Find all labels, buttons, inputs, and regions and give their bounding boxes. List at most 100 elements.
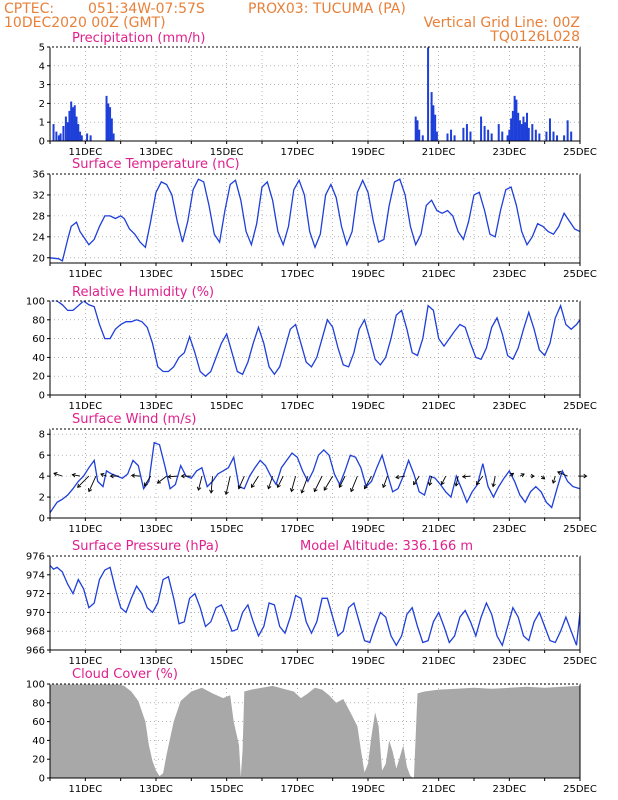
wind-vector-arrowhead (77, 483, 82, 488)
precipitation-bar (68, 110, 71, 141)
x-tick-label: 17DEC (280, 269, 314, 280)
wind-vector-arrow (210, 476, 213, 493)
wind-vector-arrowhead (250, 483, 255, 489)
x-tick-label: 11DEC (68, 401, 102, 412)
precipitation-bar (421, 135, 424, 141)
temp-series-line (49, 178, 581, 262)
wind-vector-arrow (323, 475, 334, 491)
precipitation-bar (552, 131, 555, 141)
wind-vector-arrow (492, 476, 496, 487)
wind-vector-arrowhead (100, 472, 105, 478)
wind-vector-arrowhead (350, 488, 355, 493)
precipitation-bar (538, 133, 541, 141)
x-tick-label: 13DEC (139, 269, 173, 280)
x-tick-label: 21DEC (422, 147, 456, 158)
precipitation-bar (526, 112, 528, 141)
precipitation-bar (515, 99, 518, 141)
x-tick-label: 21DEC (422, 784, 456, 795)
x-tick-label: 21DEC (422, 524, 456, 535)
wind-vector-arrowhead (267, 485, 272, 490)
precipitation-title: Precipitation (mm/h) (72, 31, 205, 46)
x-tick-label: 23DEC (492, 269, 526, 280)
wind-vector-arrowhead (551, 479, 557, 484)
wind-vector-arrow (557, 471, 568, 477)
x-tick-label: 19DEC (351, 656, 385, 667)
wind-panel: Surface Wind (m/s) 0 2 4 6 8 11DEC 13DEC 15DEC 1… (39, 412, 597, 535)
x-tick-label: 25DEC (563, 784, 597, 795)
wind-vector-arrowhead (520, 473, 525, 478)
wind-vector-arrowhead (427, 481, 433, 487)
wind-vector-arrow (267, 475, 274, 489)
precipitation-bar (55, 131, 58, 141)
wind-vector-arrowhead (130, 473, 136, 478)
x-tick-label: 13DEC (139, 524, 173, 535)
cloud-cover-title: Cloud Cover (%) (72, 667, 178, 682)
x-tick-label: 13DEC (139, 656, 173, 667)
wind-vector-arrow (350, 475, 358, 492)
wind-vector-arrow (238, 475, 245, 489)
wind-vector-arrowhead (363, 485, 368, 490)
header-model-code: TQ0126L028 (489, 29, 580, 45)
y-tick-label: 0 (39, 514, 45, 525)
wind-vector-arrow (395, 475, 406, 478)
wind-vector-arrow (364, 475, 372, 489)
y-tick-label: 5 (39, 43, 45, 54)
wind-vector-arrow (77, 475, 90, 488)
model-altitude-label: Model Altitude: 336.166 m (300, 539, 473, 554)
wind-vector-arrowhead (209, 489, 214, 494)
x-tick-label: 11DEC (68, 656, 102, 667)
wind-vector-arrowhead (180, 473, 185, 479)
y-tick-label: 0 (39, 137, 45, 148)
wind-vector-arrow (225, 476, 231, 495)
y-tick-label: 36 (32, 170, 45, 181)
wind-series-line (49, 441, 581, 514)
y-tick-label: 20 (32, 372, 45, 383)
precipitation-bar (517, 112, 520, 141)
precipitation-bar (414, 116, 417, 141)
humidity-panel: Relative Humidity (%) 0 20 40 60 80 100 11DEC 1… (26, 285, 597, 412)
wind-vector-arrow (157, 475, 167, 484)
x-tick-label: 15DEC (210, 656, 244, 667)
header-source: CPTEC: (4, 1, 54, 17)
precipitation-bar (432, 105, 435, 141)
precipitation-bar (483, 125, 486, 141)
x-tick-label: 15DEC (210, 401, 244, 412)
precipitation-bar (462, 127, 465, 141)
precipitation-bar (418, 129, 421, 141)
precipitation-bar (71, 107, 74, 141)
wind-vector-arrowhead (454, 482, 459, 487)
precipitation-bar (434, 114, 437, 141)
y-tick-label: 972 (26, 589, 45, 600)
wind-vector-arrow (339, 475, 346, 488)
precipitation-bar (57, 135, 60, 141)
precipitation-bar (416, 120, 419, 141)
y-tick-label: 974 (26, 570, 45, 581)
precipitation-bar (450, 129, 453, 141)
precipitation-bar (430, 92, 433, 141)
precipitation-bar (66, 122, 69, 141)
precipitation-bar (86, 133, 89, 141)
y-tick-label: 40 (32, 736, 45, 747)
precipitation-bar (79, 131, 82, 141)
precipitation-bar (112, 133, 115, 141)
wind-vector-arrow (197, 476, 203, 491)
y-tick-label: 966 (26, 646, 45, 657)
x-tick-label: 11DEC (68, 147, 102, 158)
precipitation-bar (510, 118, 513, 141)
precipitation-bar (480, 116, 483, 141)
y-tick-label: 4 (39, 472, 45, 483)
wind-vector-arrowhead (289, 488, 295, 493)
wind-vector-arrow (413, 475, 420, 485)
precipitation-bar (556, 135, 559, 141)
x-tick-label: 17DEC (280, 784, 314, 795)
x-tick-label: 13DEC (139, 784, 173, 795)
y-tick-label: 2 (39, 493, 45, 504)
x-tick-label: 13DEC (139, 401, 173, 412)
temperature-title: Surface Temperature (nC) (72, 157, 240, 172)
wind-vector-arrow (53, 472, 63, 477)
y-tick-label: 20 (32, 253, 45, 264)
y-tick-label: 8 (39, 430, 45, 441)
precipitation-bar (520, 124, 523, 141)
panel-frame (49, 300, 581, 396)
precipitation-bar (435, 131, 438, 141)
